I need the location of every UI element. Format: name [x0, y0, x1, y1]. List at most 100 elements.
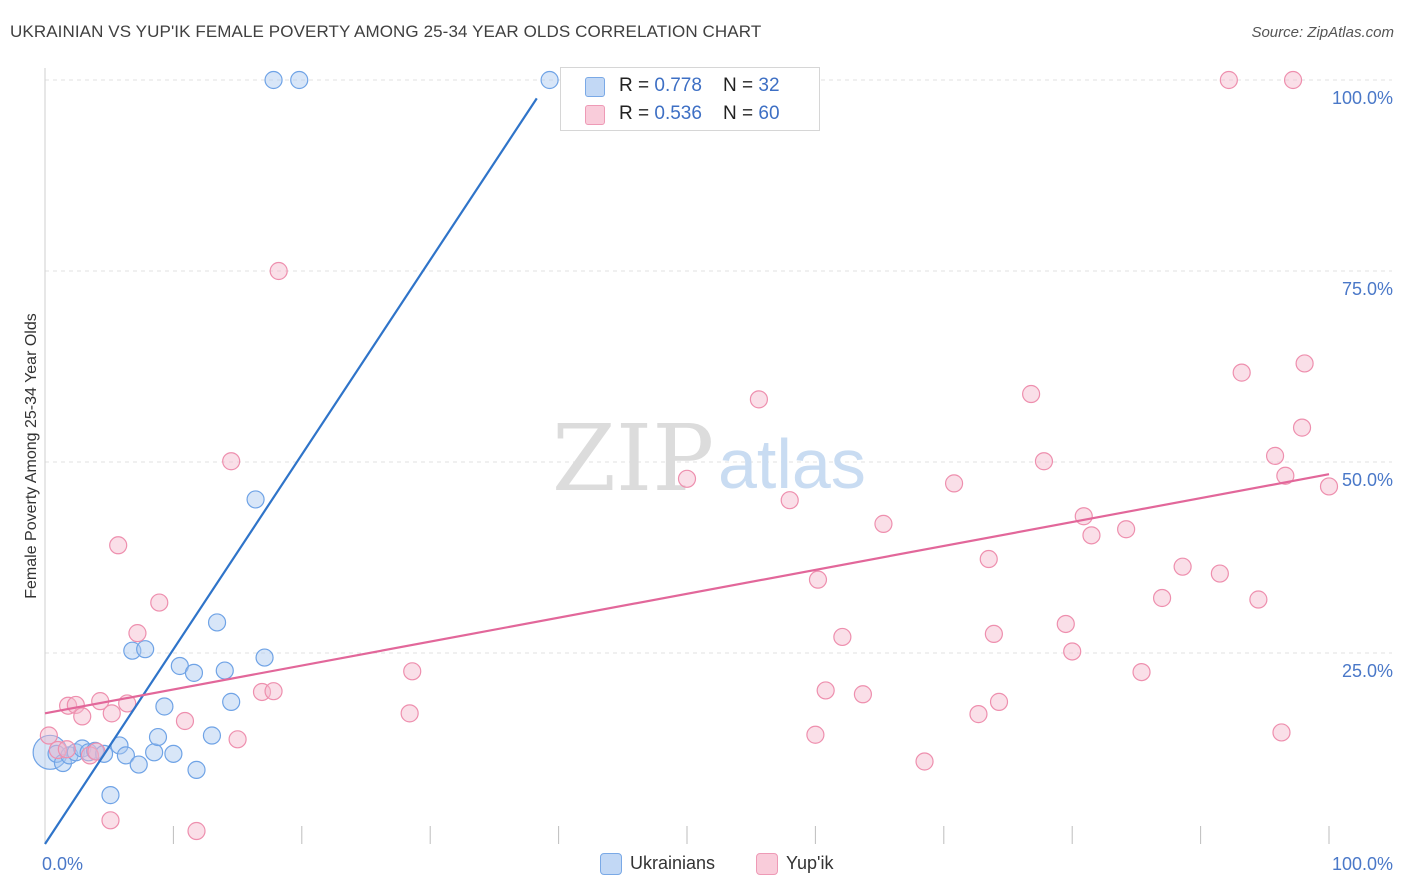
yupik-point-58[interactable] [1295, 354, 1314, 373]
yupik-point-42[interactable] [1063, 642, 1082, 661]
series-label-yupik: Yup'ik [786, 853, 834, 873]
ukrainians-point-22[interactable] [202, 726, 222, 745]
legend-n-value-ukrainians: 32 [758, 75, 780, 96]
source-label: Source: ZipAtlas.com [1251, 24, 1394, 41]
yupik-point-51[interactable] [1232, 363, 1251, 382]
yupik-point-46[interactable] [1152, 588, 1172, 608]
legend-n-label: N = [723, 75, 759, 96]
y-tick-label-1: 50.0% [1342, 470, 1393, 490]
trend-layer [44, 97, 1330, 845]
legend-r-label: R = [619, 103, 655, 124]
legend-r-label: R = [619, 75, 655, 96]
ukrainians-point-16[interactable] [148, 727, 168, 747]
ukrainians-point-27[interactable] [255, 648, 274, 667]
yupik-point-14[interactable] [150, 593, 169, 612]
yupik-point-28[interactable] [808, 570, 828, 589]
legend-swatch-ukrainians [585, 77, 605, 97]
yupik-point-24[interactable] [677, 469, 697, 488]
series-swatch-ukrainians [600, 853, 622, 875]
ukrainians-point-23[interactable] [207, 613, 227, 632]
x-tick-label-0: 0.0% [42, 854, 83, 874]
ukrainians-point-15[interactable] [145, 743, 164, 762]
yupik-point-20[interactable] [264, 682, 283, 701]
yupik-point-11[interactable] [109, 536, 128, 555]
yupik-point-37[interactable] [979, 549, 998, 569]
ukrainians-point-28[interactable] [264, 70, 283, 90]
yupik-point-5[interactable] [73, 707, 92, 726]
ukrainians-point-17[interactable] [155, 697, 174, 716]
yupik-point-9[interactable] [101, 811, 120, 830]
legend-swatch-yupik [585, 105, 605, 125]
ukrainians-point-13[interactable] [129, 755, 148, 774]
yupik-point-26[interactable] [780, 491, 799, 510]
yupik-point-41[interactable] [1056, 614, 1075, 634]
ukrainians-point-18[interactable] [164, 744, 183, 763]
yupik-point-27[interactable] [806, 725, 825, 744]
chart-title: UKRAINIAN VS YUP'IK FEMALE POVERTY AMONG… [10, 22, 762, 41]
yupik-point-56[interactable] [1283, 70, 1303, 90]
yupik-point-48[interactable] [1173, 557, 1192, 576]
yupik-point-32[interactable] [874, 514, 893, 533]
ukrainians-point-24[interactable] [215, 661, 234, 680]
ukrainians-trend-line [44, 97, 538, 845]
yupik-point-36[interactable] [984, 624, 1003, 644]
yupik-point-38[interactable] [989, 692, 1009, 711]
yupik-point-31[interactable] [853, 685, 873, 704]
ukrainians-point-20[interactable] [184, 663, 204, 682]
series-label-ukrainians: Ukrainians [630, 853, 716, 873]
yupik-point-53[interactable] [1265, 446, 1285, 465]
yupik-point-23[interactable] [403, 662, 422, 681]
yupik-point-25[interactable] [749, 390, 769, 409]
yupik-point-17[interactable] [222, 452, 241, 471]
yupik-trend-line [44, 473, 1330, 715]
yupik-point-49[interactable] [1210, 564, 1229, 583]
yupik-point-0[interactable] [39, 726, 58, 745]
yupik-point-18[interactable] [228, 730, 247, 749]
legend-r-value-ukrainians: 0.778 [654, 75, 702, 96]
yupik-point-33[interactable] [915, 752, 934, 771]
grid-layer [45, 79, 1392, 654]
yupik-point-29[interactable] [816, 681, 835, 700]
yupik-point-52[interactable] [1249, 590, 1268, 609]
yupik-point-57[interactable] [1292, 418, 1312, 437]
watermark-zip: ZIP [552, 405, 714, 512]
yupik-point-22[interactable] [400, 704, 419, 723]
watermark: ZIP atlas [552, 405, 866, 512]
yupik-point-55[interactable] [1276, 466, 1295, 485]
yupik-point-45[interactable] [1117, 520, 1136, 539]
yupik-point-2[interactable] [57, 740, 76, 759]
yupik-point-35[interactable] [969, 705, 988, 724]
yupik-point-13[interactable] [128, 624, 147, 643]
ukrainians-point-14[interactable] [136, 640, 155, 659]
yupik-point-59[interactable] [1319, 477, 1339, 496]
yupik-point-43[interactable] [1074, 507, 1093, 526]
ukrainians-point-9[interactable] [101, 786, 120, 805]
y-tick-label-0: 25.0% [1342, 661, 1393, 681]
watermark-atlas: atlas [718, 425, 866, 503]
ukrainians-point-30[interactable] [540, 70, 559, 90]
yupik-point-30[interactable] [833, 627, 852, 647]
ukrainians-point-11[interactable] [116, 746, 135, 765]
ukrainians-point-26[interactable] [246, 490, 265, 509]
legend-n-label: N = [723, 103, 759, 124]
ukrainians-point-25[interactable] [222, 692, 241, 711]
ukrainians-point-21[interactable] [187, 760, 206, 779]
yupik-point-39[interactable] [1022, 384, 1041, 404]
ukrainians-point-29[interactable] [290, 70, 309, 90]
yupik-point-16[interactable] [187, 821, 206, 841]
yupik-point-21[interactable] [269, 261, 288, 281]
y-tick-label-3: 100.0% [1332, 88, 1393, 108]
x-tick-label-1: 100.0% [1332, 854, 1393, 874]
yupik-point-10[interactable] [102, 704, 121, 723]
yupik-point-34[interactable] [944, 474, 964, 493]
axis-layer [44, 68, 1330, 844]
yupik-point-44[interactable] [1082, 526, 1101, 545]
yupik-point-47[interactable] [1132, 662, 1151, 682]
ukrainians-point-6[interactable] [79, 743, 98, 762]
yupik-point-54[interactable] [1272, 723, 1291, 742]
yupik-point-40[interactable] [1034, 452, 1054, 471]
legend-r-value-yupik: 0.536 [654, 103, 702, 124]
yupik-point-15[interactable] [175, 711, 195, 731]
series-swatch-yupik [756, 853, 778, 875]
yupik-point-50[interactable] [1219, 70, 1238, 90]
